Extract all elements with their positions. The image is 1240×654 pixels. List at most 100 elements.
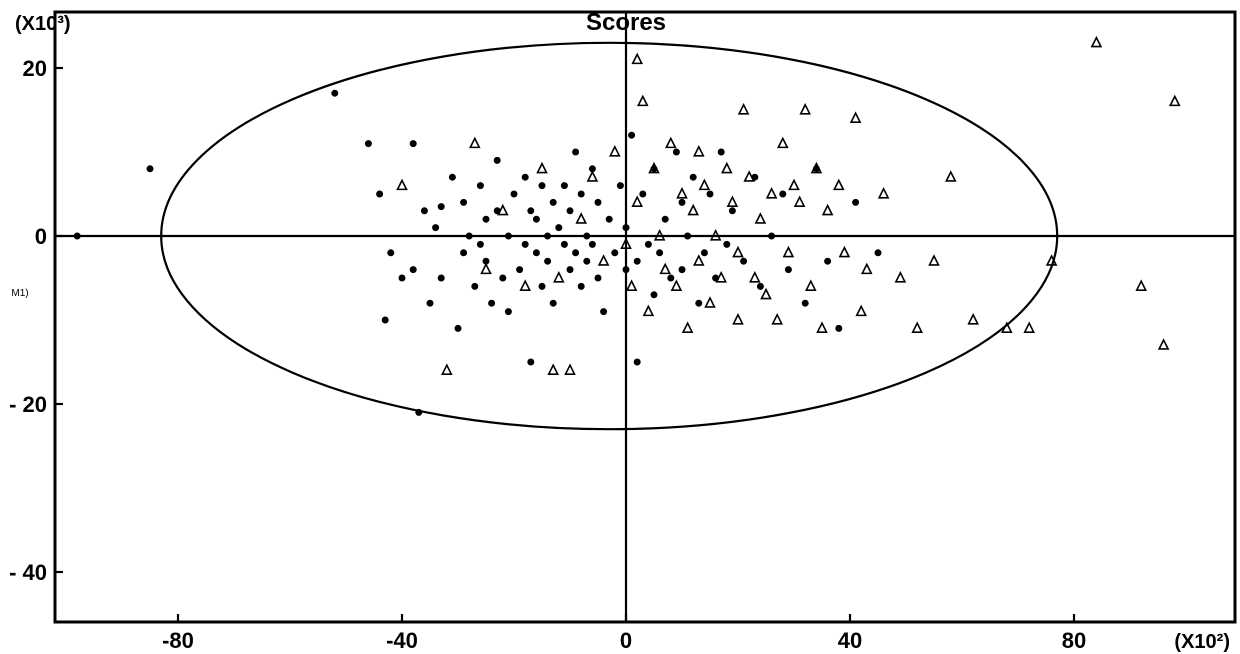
data-point-dot xyxy=(517,267,523,273)
data-point-triangle xyxy=(896,273,905,282)
data-point-triangle xyxy=(722,164,731,173)
data-point-dot xyxy=(550,300,556,306)
data-point-triangle xyxy=(1170,96,1179,105)
y-scale-label: (X10³) xyxy=(15,13,71,35)
data-point-dot xyxy=(382,317,388,323)
data-point-dot xyxy=(550,199,556,205)
data-point-triangle xyxy=(638,96,647,105)
data-point-dot xyxy=(707,191,713,197)
data-point-dot xyxy=(494,157,500,163)
x-tick-label: 80 xyxy=(1062,628,1086,653)
data-point-triangle xyxy=(644,306,653,315)
plot-frame xyxy=(55,12,1235,622)
data-point-triangle xyxy=(739,105,748,114)
data-point-dot xyxy=(612,250,618,256)
data-point-dot xyxy=(74,233,80,239)
data-point-triangle xyxy=(633,54,642,63)
data-point-dot xyxy=(729,208,735,214)
scores-scatter-chart: Scores(X10³)(X10²)M1)-80-4004080- 40- 20… xyxy=(0,0,1240,654)
data-point-dot xyxy=(606,216,612,222)
data-point-triangle xyxy=(689,206,698,215)
side-label: M1) xyxy=(11,288,28,299)
data-point-dot xyxy=(500,275,506,281)
data-point-dot xyxy=(578,283,584,289)
data-point-dot xyxy=(477,241,483,247)
data-point-dot xyxy=(528,359,534,365)
data-point-dot xyxy=(489,300,495,306)
y-tick-label: 20 xyxy=(23,56,47,81)
data-point-dot xyxy=(657,250,663,256)
data-point-triangle xyxy=(818,323,827,332)
data-point-dot xyxy=(511,191,517,197)
data-point-dot xyxy=(573,250,579,256)
x-tick-label: 40 xyxy=(838,628,862,653)
data-point-dot xyxy=(505,309,511,315)
data-point-triangle xyxy=(672,281,681,290)
data-point-dot xyxy=(449,174,455,180)
data-point-dot xyxy=(802,300,808,306)
data-point-dot xyxy=(685,233,691,239)
data-point-triangle xyxy=(728,197,737,206)
data-point-dot xyxy=(567,208,573,214)
data-point-dot xyxy=(567,267,573,273)
data-point-dot xyxy=(718,149,724,155)
data-point-triangle xyxy=(790,180,799,189)
data-point-dot xyxy=(780,191,786,197)
data-point-dot xyxy=(556,225,562,231)
data-point-triangle xyxy=(767,189,776,198)
data-point-triangle xyxy=(1092,38,1101,47)
data-point-dot xyxy=(673,149,679,155)
data-point-triangle xyxy=(577,214,586,223)
data-point-dot xyxy=(410,141,416,147)
data-point-triangle xyxy=(549,365,558,374)
data-point-dot xyxy=(668,275,674,281)
data-point-triangle xyxy=(778,138,787,147)
data-point-triangle xyxy=(750,273,759,282)
data-point-triangle xyxy=(879,189,888,198)
data-point-dot xyxy=(433,225,439,231)
data-point-dot xyxy=(533,250,539,256)
data-point-triangle xyxy=(857,306,866,315)
data-point-triangle xyxy=(566,365,575,374)
data-point-dot xyxy=(438,275,444,281)
data-point-dot xyxy=(461,199,467,205)
data-point-triangle xyxy=(801,105,810,114)
data-point-dot xyxy=(640,191,646,197)
data-point-dot xyxy=(595,275,601,281)
data-point-dot xyxy=(427,300,433,306)
data-point-triangle xyxy=(706,298,715,307)
data-point-dot xyxy=(853,199,859,205)
data-point-triangle xyxy=(554,273,563,282)
data-point-dot xyxy=(505,233,511,239)
data-point-dot xyxy=(785,267,791,273)
data-point-triangle xyxy=(913,323,922,332)
data-point-triangle xyxy=(610,147,619,156)
data-point-triangle xyxy=(756,214,765,223)
x-tick-label: 0 xyxy=(620,628,632,653)
data-point-triangle xyxy=(599,256,608,265)
data-point-triangle xyxy=(806,281,815,290)
data-point-triangle xyxy=(840,248,849,257)
data-point-triangle xyxy=(1137,281,1146,290)
data-point-dot xyxy=(825,258,831,264)
data-point-dot xyxy=(573,149,579,155)
data-point-dot xyxy=(522,241,528,247)
data-point-triangle xyxy=(862,264,871,273)
data-point-triangle xyxy=(482,264,491,273)
data-point-dot xyxy=(421,208,427,214)
data-point-dot xyxy=(483,216,489,222)
data-point-dot xyxy=(662,216,668,222)
x-tick-label: -80 xyxy=(162,628,194,653)
data-point-dot xyxy=(539,283,545,289)
chart-svg: Scores(X10³)(X10²)M1)-80-4004080- 40- 20… xyxy=(0,0,1240,654)
data-point-dot xyxy=(601,309,607,315)
data-point-dot xyxy=(690,174,696,180)
data-point-dot xyxy=(578,191,584,197)
data-point-triangle xyxy=(398,180,407,189)
data-point-triangle xyxy=(734,315,743,324)
data-point-dot xyxy=(634,359,640,365)
y-tick-label: - 20 xyxy=(9,392,47,417)
data-point-triangle xyxy=(678,189,687,198)
data-point-dot xyxy=(836,325,842,331)
data-point-dot xyxy=(617,183,623,189)
